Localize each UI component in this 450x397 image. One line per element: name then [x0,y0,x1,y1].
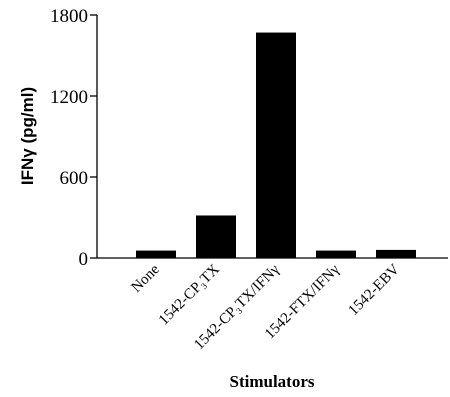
y-tick-label: 1800 [50,6,88,27]
y-axis-title: IFNγ (pg/ml) [18,87,37,185]
bar [196,215,236,258]
bar [316,250,356,258]
x-category-label: 1542-EBV [346,261,403,318]
bar [256,32,296,258]
x-axis-title: Stimulators [230,372,315,391]
x-category-label: None [129,261,164,296]
bar [136,250,176,258]
x-axis-category-labels: None1542-CP₃TX1542-CP₃TX/IFNγ1542-FTX/IF… [129,261,403,353]
y-tick-label: 600 [60,168,89,189]
y-tick-label: 1200 [50,87,88,108]
y-axis-ticks: 0 600 1200 1800 [50,6,97,270]
bar [376,249,416,258]
x-category-label: 1542-CP₃TX [156,261,223,328]
chart-bars [136,32,416,258]
y-tick-label: 0 [79,249,89,270]
